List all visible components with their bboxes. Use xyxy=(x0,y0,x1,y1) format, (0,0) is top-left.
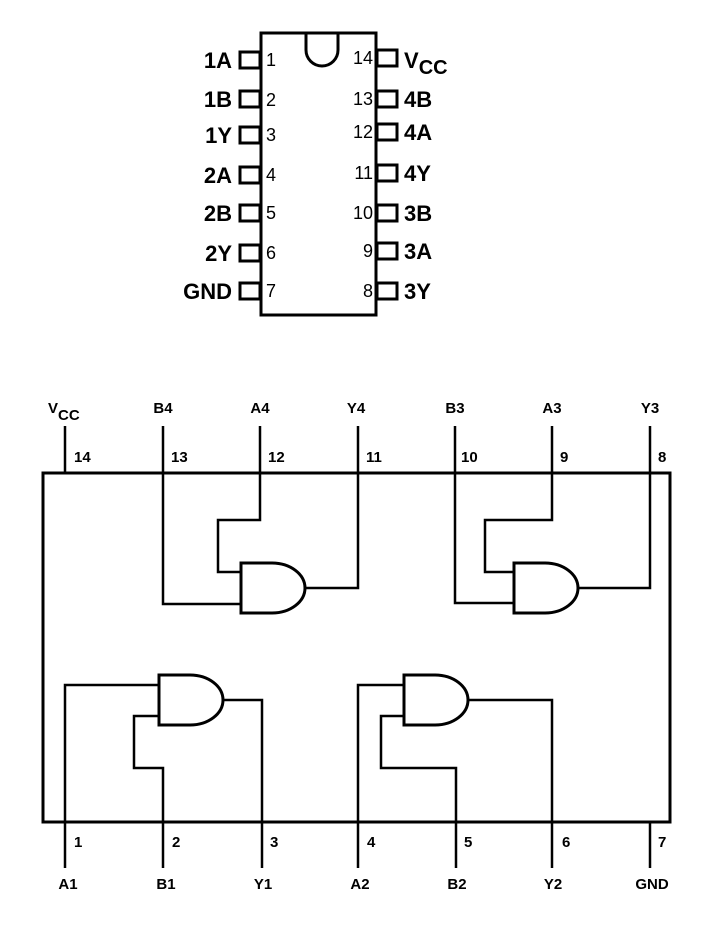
dip-pin-number: 4 xyxy=(266,165,276,185)
vcc-subscript: CC xyxy=(58,407,80,424)
top-signal-label: B3 xyxy=(445,400,464,417)
top-pin-number: 14 xyxy=(74,449,91,466)
dip-pin-stub xyxy=(375,89,399,109)
logic-diagram: VCC B4 A4 Y4 B3 A3 Y3 14 13 12 11 10 9 8… xyxy=(41,400,672,893)
dip-pin-number: 8 xyxy=(363,281,373,301)
dip-signal-label: 3B xyxy=(404,201,432,226)
dip-signal-label: 1B xyxy=(204,87,232,112)
top-pin-number: 13 xyxy=(171,449,188,466)
top-pin-number: 9 xyxy=(560,449,568,466)
dip-pin-number: 5 xyxy=(266,203,276,223)
wire-b4 xyxy=(161,473,241,606)
logic-chip-body xyxy=(41,471,672,824)
bottom-pin-number: 5 xyxy=(464,834,472,851)
bottom-pin-number: 4 xyxy=(367,834,376,851)
top-pin-number: 11 xyxy=(366,449,382,466)
dip-pin-stub xyxy=(238,165,262,185)
and-gate-2 xyxy=(402,673,470,727)
bottom-pin-number: 6 xyxy=(562,834,570,851)
bottom-signal-label: Y1 xyxy=(254,876,272,893)
bottom-signal-label: A1 xyxy=(58,876,77,893)
and-gate-1 xyxy=(157,673,225,727)
dip-pin-stub xyxy=(238,281,262,301)
wire-a3 xyxy=(483,473,554,574)
wire-b1 xyxy=(132,714,165,822)
dip-pin-stub xyxy=(238,89,262,109)
bottom-signal-label: GND xyxy=(635,876,669,893)
dip-pin-stub xyxy=(238,243,262,263)
dip-pin-number: 11 xyxy=(354,163,373,183)
dip-signal-label: 4A xyxy=(404,120,432,145)
bottom-pin-number: 3 xyxy=(270,834,278,851)
dip-pin-stub xyxy=(375,163,399,183)
dip-pin-number: 10 xyxy=(353,203,373,223)
bottom-pin-number: 7 xyxy=(658,834,666,851)
dip-pin-stub xyxy=(375,281,399,301)
dip-signal-label: 4Y xyxy=(404,161,431,186)
wire-a2 xyxy=(356,683,404,822)
dip-pin-number: 1 xyxy=(266,50,276,70)
wire-b2 xyxy=(379,714,458,822)
wire-a4 xyxy=(216,473,262,574)
vcc-main-text: V xyxy=(48,400,58,417)
bottom-pin-number: 1 xyxy=(74,834,82,851)
dip-pin-stub xyxy=(238,125,262,145)
dip-signal-label: VCC xyxy=(404,48,448,79)
wire-y1 xyxy=(222,698,264,822)
dip-signal-label: 2Y xyxy=(205,241,232,266)
dip-pin-stub xyxy=(375,48,399,68)
dip-pin-number: 14 xyxy=(353,48,373,68)
top-pin-number: 12 xyxy=(268,449,285,466)
dip-pin-number: 7 xyxy=(266,281,276,301)
vcc-main-text: V xyxy=(404,48,419,73)
dip-pin-stub xyxy=(375,122,399,142)
dip-signal-label: 1A xyxy=(204,48,232,73)
vcc-subscript: CC xyxy=(419,57,448,79)
dip-signal-label: GND xyxy=(183,279,232,304)
wire-y4 xyxy=(305,473,360,590)
bottom-signal-label: A2 xyxy=(350,876,369,893)
dip-signal-label: 2A xyxy=(204,163,232,188)
dip-notch xyxy=(304,33,340,68)
dip-signal-label: 1Y xyxy=(205,123,232,148)
and-gate-3 xyxy=(512,561,580,615)
wire-y2 xyxy=(467,698,554,822)
dip-signal-label: 4B xyxy=(404,87,432,112)
wire-a1 xyxy=(63,683,159,822)
dip-pin-stub xyxy=(375,241,399,261)
bottom-signal-label: B2 xyxy=(447,876,466,893)
dip-pin-number: 13 xyxy=(353,89,373,109)
dip-pin-number: 2 xyxy=(266,90,276,110)
dip-signal-label: 2B xyxy=(204,201,232,226)
dip-pin-number: 12 xyxy=(353,122,373,142)
top-pin-number: 8 xyxy=(658,449,666,466)
top-signal-label: A4 xyxy=(250,400,270,417)
dip-pin-number: 3 xyxy=(266,125,276,145)
top-signal-label: Y4 xyxy=(347,400,366,417)
top-signal-label: Y3 xyxy=(641,400,659,417)
and-gate-4 xyxy=(239,561,307,615)
bottom-pin-number: 2 xyxy=(172,834,180,851)
wire-y3 xyxy=(577,473,652,590)
top-signal-label: A3 xyxy=(542,400,561,417)
dip-pin-number: 6 xyxy=(266,243,276,263)
dip-pinout: 1A 1B 1Y 2A 2B 2Y GND 1 2 3 4 5 6 7 14 1… xyxy=(183,31,448,317)
bottom-signal-label: B1 xyxy=(156,876,175,893)
dip-pin-stub xyxy=(238,50,262,70)
top-pin-number: 10 xyxy=(461,449,478,466)
dip-signal-label: 3Y xyxy=(404,279,431,304)
wire-b3 xyxy=(453,473,514,605)
dip-signal-label: 3A xyxy=(404,239,432,264)
dip-pin-number: 9 xyxy=(363,241,373,261)
dip-pin-stub xyxy=(238,203,262,223)
bottom-signal-label: Y2 xyxy=(544,876,562,893)
top-signal-label: VCC xyxy=(48,400,80,424)
dip-pin-stub xyxy=(375,203,399,223)
top-signal-label: B4 xyxy=(153,400,173,417)
